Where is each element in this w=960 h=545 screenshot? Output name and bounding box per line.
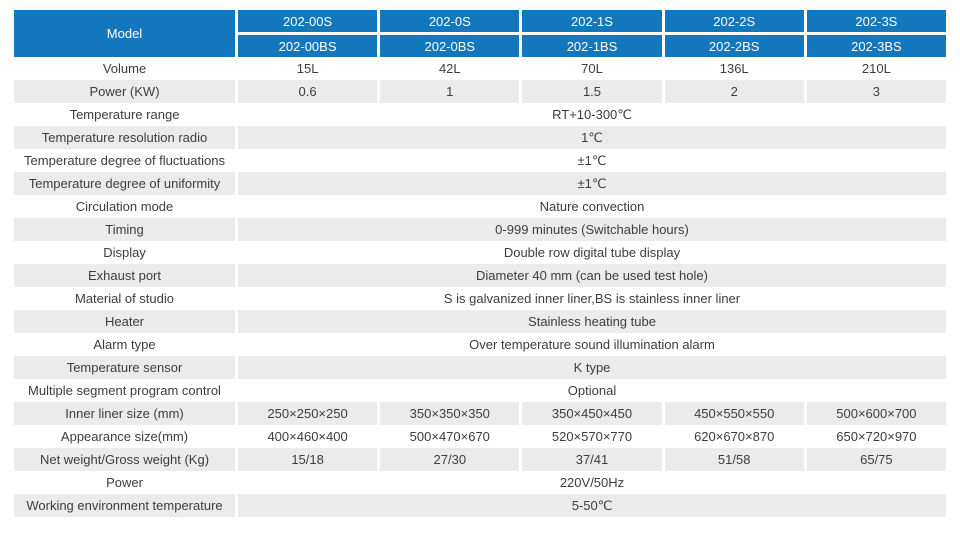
value-cell: 15L xyxy=(296,61,319,76)
row-label: Exhaust port xyxy=(14,264,235,287)
row-label: Working environment temperature xyxy=(14,494,235,517)
row-label: Power xyxy=(106,475,143,490)
model-header-top: 202-1S xyxy=(522,10,662,32)
row-label: Alarm type xyxy=(93,337,156,352)
merged-value-cell: 1℃ xyxy=(238,126,946,149)
value-cell: 350×450×450 xyxy=(522,402,662,425)
model-header-top: 202-2S xyxy=(664,10,804,32)
merged-value-cell: Stainless heating tube xyxy=(238,310,946,333)
spec-table: Model 202-00S 202-0S 202-1S 202-2S 202-3… xyxy=(14,10,946,517)
table-row: Net weight/Gross weight (Kg) 15/18 27/30 37… xyxy=(14,448,946,471)
model-header-top: 202-0S xyxy=(380,10,520,32)
merged-value-cell: Nature convection xyxy=(539,199,645,214)
value-cell: 3 xyxy=(806,80,946,103)
table-row: Temperature resolution radio 1℃ xyxy=(14,126,946,149)
value-cell: 42L xyxy=(438,61,461,76)
table-row: Power (KW) 0.6 1 1.5 2 3 xyxy=(14,80,946,103)
row-label: Display xyxy=(103,245,146,260)
row-label: Material of studio xyxy=(75,291,174,306)
table-header: Model 202-00S 202-0S 202-1S 202-2S 202-3… xyxy=(14,10,946,57)
row-label: Volume xyxy=(102,61,147,76)
value-cell: 136L xyxy=(719,61,749,76)
table-row: Temperature degree of fluctuations ±1℃ xyxy=(14,149,946,172)
model-header-bottom: 202-0BS xyxy=(380,35,520,57)
table-row: Appearance size(mm) 400×460×400 500×470×67… xyxy=(14,425,946,448)
value-cell: 650×720×970 xyxy=(836,429,917,444)
merged-value-cell: 5-50℃ xyxy=(238,494,946,517)
table-row: Circulation mode Nature convection xyxy=(14,195,946,218)
table-row: Temperature range RT+10-300℃ xyxy=(14,103,946,126)
value-cell: 250×250×250 xyxy=(238,402,378,425)
merged-value-cell: 0-999 minutes (Switchable hours) xyxy=(238,218,946,241)
value-cell: 2 xyxy=(664,80,804,103)
row-label: Inner liner size (mm) xyxy=(14,402,235,425)
row-label: Circulation mode xyxy=(75,199,174,214)
value-cell: 70L xyxy=(581,61,603,76)
row-label: Net weight/Gross weight (Kg) xyxy=(14,448,235,471)
value-cell: 65/75 xyxy=(806,448,946,471)
value-cell: 210L xyxy=(861,61,891,76)
table-row: Working environment temperature 5-50℃ xyxy=(14,494,946,517)
table-row: Temperature degree of uniformity ±1℃ xyxy=(14,172,946,195)
merged-value-cell: S is galvanized inner liner,BS is stainl… xyxy=(443,291,741,306)
table-row: Heater Stainless heating tube xyxy=(14,310,946,333)
table-row: Power 220V/50Hz xyxy=(14,471,946,494)
table-row: Alarm type Over temperature sound illumin… xyxy=(14,333,946,356)
table-row: Temperature sensor K type xyxy=(14,356,946,379)
row-label: Heater xyxy=(14,310,235,333)
value-cell: 400×460×400 xyxy=(267,429,348,444)
value-cell: 500×600×700 xyxy=(806,402,946,425)
model-header-bottom: 202-2BS xyxy=(664,35,804,57)
value-cell: 1 xyxy=(380,80,520,103)
value-cell: 37/41 xyxy=(522,448,662,471)
merged-value-cell: Diameter 40 mm (can be used test hole) xyxy=(238,264,946,287)
value-cell: 520×570×770 xyxy=(551,429,633,444)
table-row: Volume 15L 42L 70L 136L 210L xyxy=(14,57,946,80)
merged-value-cell: ±1℃ xyxy=(577,152,607,168)
row-label: Timing xyxy=(14,218,235,241)
merged-value-cell: Double row digital tube display xyxy=(503,245,681,260)
merged-value-cell: Optional xyxy=(567,383,617,398)
table-row: Exhaust port Diameter 40 mm (can be used … xyxy=(14,264,946,287)
row-label: Temperature range xyxy=(69,107,180,122)
spec-table-body: Volume 15L 42L 70L 136L 210L Power (KW) 0.6 1 1.5… xyxy=(14,57,946,517)
row-label: Appearance size(mm) xyxy=(60,429,189,444)
row-label: Temperature resolution radio xyxy=(14,126,235,149)
merged-value-cell: ±1℃ xyxy=(238,172,946,195)
table-row: Display Double row digital tube display xyxy=(14,241,946,264)
model-header-cell: Model xyxy=(14,10,235,57)
value-cell: 15/18 xyxy=(238,448,378,471)
value-cell: 350×350×350 xyxy=(380,402,520,425)
model-header-bottom: 202-3BS xyxy=(806,35,946,57)
value-cell: 620×670×870 xyxy=(694,429,775,444)
value-cell: 450×550×550 xyxy=(664,402,804,425)
value-cell: 500×470×670 xyxy=(409,429,490,444)
row-label: Temperature degree of fluctuations xyxy=(24,153,225,168)
table-row: Timing 0-999 minutes (Switchable hours) xyxy=(14,218,946,241)
model-header-top: 202-00S xyxy=(238,10,378,32)
table-row: Multiple segment program control Optional xyxy=(14,379,946,402)
model-header-bottom: 202-00BS xyxy=(238,35,378,57)
merged-value-cell: K type xyxy=(238,356,946,379)
row-label: Temperature degree of uniformity xyxy=(14,172,235,195)
merged-value-cell: RT+10-300℃ xyxy=(552,106,632,122)
table-row: Material of studio S is galvanized inner … xyxy=(14,287,946,310)
row-label: Temperature sensor xyxy=(14,356,235,379)
row-label: Power (KW) xyxy=(14,80,235,103)
model-header-bottom: 202-1BS xyxy=(522,35,662,57)
value-cell: 1.5 xyxy=(522,80,662,103)
merged-value-cell: 220V/50Hz xyxy=(559,475,625,490)
value-cell: 51/58 xyxy=(664,448,804,471)
row-label: Multiple segment program control xyxy=(28,383,221,398)
value-cell: 0.6 xyxy=(238,80,378,103)
merged-value-cell: Over temperature sound illumination alar… xyxy=(469,337,715,352)
value-cell: 27/30 xyxy=(380,448,520,471)
model-header-top: 202-3S xyxy=(806,10,946,32)
table-row: Inner liner size (mm) 250×250×250 350×350×… xyxy=(14,402,946,425)
